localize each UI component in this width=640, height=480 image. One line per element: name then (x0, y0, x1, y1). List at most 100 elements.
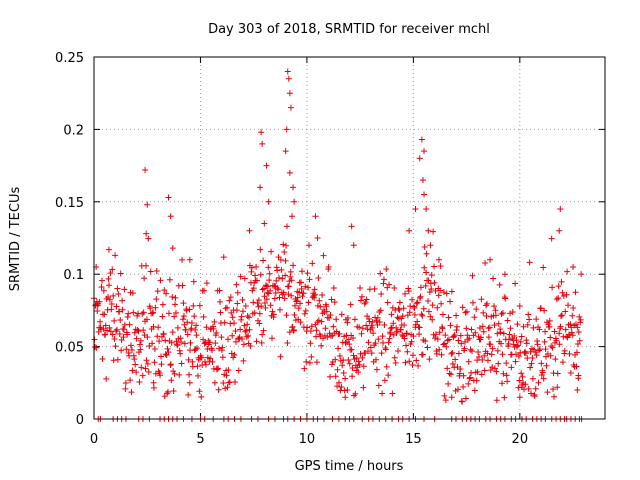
data-point (239, 296, 246, 303)
data-point (142, 166, 149, 173)
data-point (315, 274, 322, 281)
data-point (450, 333, 457, 340)
data-point (508, 364, 515, 371)
data-point (471, 387, 478, 394)
data-point (575, 329, 582, 336)
data-point (567, 370, 574, 377)
data-point (446, 336, 453, 343)
data-point (270, 311, 277, 318)
data-point (536, 346, 543, 353)
data-point (550, 386, 557, 393)
data-point (389, 390, 396, 397)
data-point (153, 267, 160, 274)
data-point (182, 327, 189, 334)
data-point (140, 327, 147, 334)
data-point (372, 340, 379, 347)
data-point (99, 356, 106, 363)
data-point (364, 326, 371, 333)
data-point (239, 308, 246, 315)
data-point (360, 384, 367, 391)
data-point (479, 356, 486, 363)
data-point (318, 342, 325, 349)
data-point (507, 325, 514, 332)
data-point (275, 286, 282, 293)
data-point (191, 313, 198, 320)
data-point (535, 379, 542, 386)
data-point (381, 377, 388, 384)
data-point (223, 372, 230, 379)
data-point (348, 223, 355, 230)
data-point (229, 332, 236, 339)
data-point (157, 372, 164, 379)
data-point (549, 344, 556, 351)
data-point (436, 329, 443, 336)
data-point (170, 368, 177, 375)
data-point (257, 184, 264, 191)
data-point (181, 340, 188, 347)
data-point (196, 388, 203, 395)
data-point (255, 303, 262, 310)
data-point (285, 75, 292, 82)
data-point (357, 297, 364, 304)
data-point (394, 328, 401, 335)
data-point (547, 352, 554, 359)
data-point (527, 364, 534, 371)
data-point (304, 270, 311, 277)
data-point (555, 283, 562, 290)
data-point (172, 301, 179, 308)
data-point (570, 263, 577, 270)
data-point (226, 297, 233, 304)
data-point (281, 248, 288, 255)
data-point (446, 370, 453, 377)
data-point (228, 350, 235, 357)
data-point (414, 299, 421, 306)
data-point (498, 310, 505, 317)
data-point (452, 356, 459, 363)
data-point (454, 386, 461, 393)
data-point (280, 241, 287, 248)
data-point (332, 356, 339, 363)
data-point (152, 304, 159, 311)
data-point (136, 378, 143, 385)
data-point (306, 242, 313, 249)
data-point (290, 184, 297, 191)
data-point (556, 330, 563, 337)
data-point (506, 310, 513, 317)
data-point (284, 68, 291, 75)
data-point (519, 373, 526, 380)
data-point (444, 365, 451, 372)
data-point (528, 390, 535, 397)
data-point (138, 364, 145, 371)
data-point (421, 191, 428, 198)
data-point (501, 271, 508, 278)
data-point (442, 332, 449, 339)
data-point (301, 310, 308, 317)
data-point (491, 303, 498, 310)
data-point (355, 369, 362, 376)
data-point (159, 301, 166, 308)
data-point (241, 275, 248, 282)
data-point (377, 307, 384, 314)
data-point (295, 305, 302, 312)
x-tick-label: 10 (299, 432, 316, 447)
data-point (448, 394, 455, 401)
data-point (203, 324, 210, 331)
data-point (561, 347, 568, 354)
data-point (240, 341, 247, 348)
data-point (431, 263, 438, 270)
data-point (498, 340, 505, 347)
data-point (390, 320, 397, 327)
data-point (471, 314, 478, 321)
data-point (192, 346, 199, 353)
data-point (220, 380, 227, 387)
data-point (219, 344, 226, 351)
data-point (283, 223, 290, 230)
data-point (451, 332, 458, 339)
data-point (529, 355, 536, 362)
data-point (444, 337, 451, 344)
data-point (496, 281, 503, 288)
data-point (479, 323, 486, 330)
data-point (567, 321, 574, 328)
data-point (557, 323, 564, 330)
data-point (372, 356, 379, 363)
